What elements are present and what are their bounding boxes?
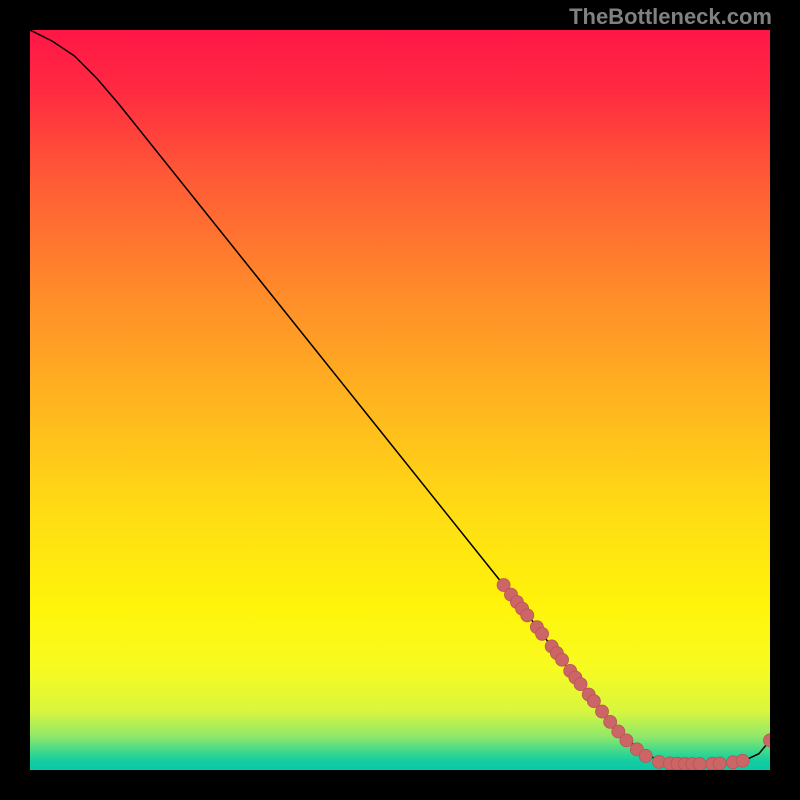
data-marker	[693, 758, 706, 770]
watermark-text: TheBottleneck.com	[569, 4, 772, 30]
outer-frame: TheBottleneck.com	[0, 0, 800, 800]
data-marker	[736, 754, 749, 767]
data-marker	[521, 609, 534, 622]
data-marker	[713, 757, 726, 770]
data-marker	[556, 653, 569, 666]
data-marker	[620, 734, 633, 747]
chart-svg	[30, 30, 770, 770]
data-marker	[536, 627, 549, 640]
plot-area	[30, 30, 770, 770]
gradient-background	[30, 30, 770, 770]
data-marker	[639, 749, 652, 762]
